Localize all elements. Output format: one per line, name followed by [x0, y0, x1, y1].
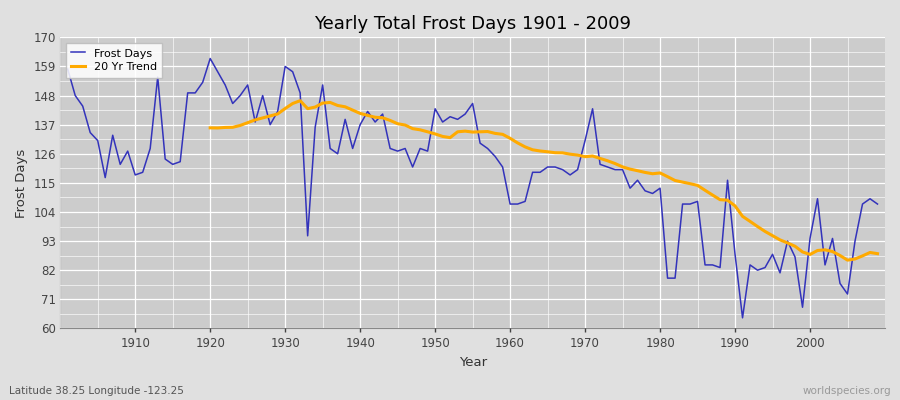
Title: Yearly Total Frost Days 1901 - 2009: Yearly Total Frost Days 1901 - 2009	[314, 15, 631, 33]
Frost Days	[122, 149, 133, 154]
Frost Days	[62, 67, 73, 72]
X-axis label: Year: Year	[458, 356, 487, 369]
Frost Days	[737, 316, 748, 320]
20 Yr Trend	[295, 98, 306, 103]
Frost Days	[602, 164, 613, 169]
Legend: Frost Days, 20 Yr Trend: Frost Days, 20 Yr Trend	[66, 43, 162, 78]
Line: 20 Yr Trend: 20 Yr Trend	[211, 101, 878, 260]
Text: Latitude 38.25 Longitude -123.25: Latitude 38.25 Longitude -123.25	[9, 386, 184, 396]
Frost Days	[872, 202, 883, 206]
Line: Frost Days: Frost Days	[68, 58, 878, 318]
20 Yr Trend	[872, 251, 883, 256]
Frost Days	[205, 56, 216, 61]
20 Yr Trend	[782, 240, 793, 245]
20 Yr Trend	[205, 126, 216, 130]
Frost Days	[339, 117, 350, 122]
Y-axis label: Frost Days: Frost Days	[15, 148, 28, 218]
20 Yr Trend	[857, 254, 868, 258]
20 Yr Trend	[842, 258, 853, 262]
Text: worldspecies.org: worldspecies.org	[803, 386, 891, 396]
20 Yr Trend	[767, 233, 778, 238]
Frost Days	[512, 202, 523, 206]
20 Yr Trend	[677, 180, 688, 184]
Frost Days	[505, 202, 516, 206]
20 Yr Trend	[415, 128, 426, 132]
Frost Days	[295, 90, 306, 95]
20 Yr Trend	[302, 106, 313, 111]
